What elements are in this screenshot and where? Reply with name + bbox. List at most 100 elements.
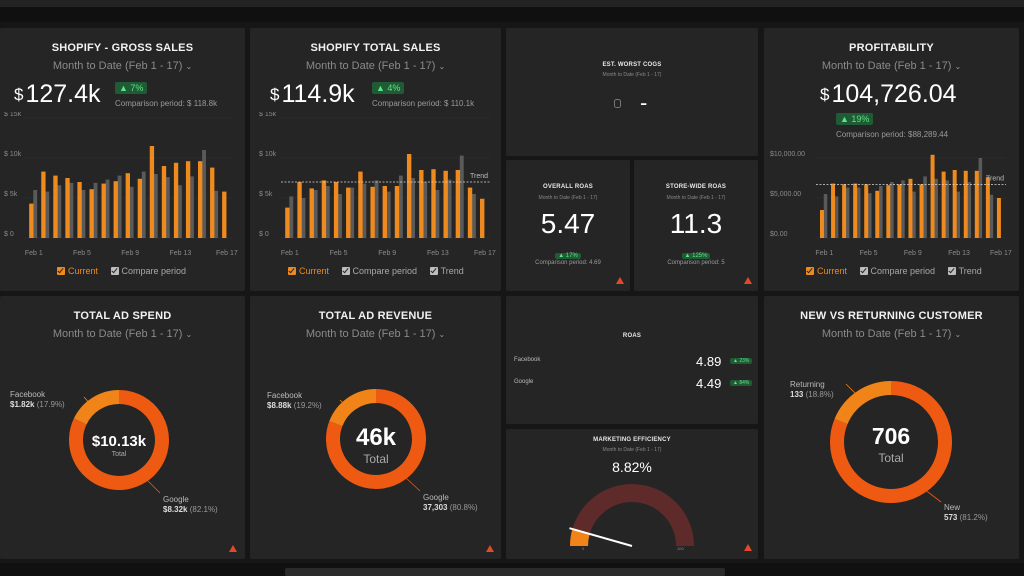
current-bar xyxy=(963,170,968,238)
top-strip xyxy=(0,0,1024,7)
period-selector[interactable]: Month to Date (Feb 1 - 17) ⌄ xyxy=(0,328,245,340)
returning-label: Returning 133 (18.8%) xyxy=(790,380,834,400)
warning-icon[interactable] xyxy=(744,544,752,551)
chart-legend: Current Compare period Trend xyxy=(806,266,992,276)
legend-current[interactable]: Current xyxy=(288,266,329,276)
current-bar xyxy=(952,170,957,238)
segment-pct: (18.8%) xyxy=(805,390,834,399)
segment-value: $1.82k xyxy=(10,400,35,409)
period-label: Month to Date (Feb 1 - 17) xyxy=(666,195,726,201)
checkbox-checked-icon xyxy=(429,267,438,275)
period-label: Month to Date (Feb 1 - 17) xyxy=(602,72,662,78)
row-value: 4.89 xyxy=(696,354,722,369)
period-selector[interactable]: Month to Date (Feb 1 - 17) ⌄ xyxy=(250,328,501,340)
legend-compare[interactable]: Compare period xyxy=(110,266,187,276)
warning-icon[interactable] xyxy=(616,277,624,284)
period-selector[interactable]: Month to Date (Feb 1 - 17) xyxy=(506,72,758,78)
current-bar xyxy=(173,162,179,238)
legend-trend[interactable]: Trend xyxy=(947,266,982,276)
donut-major-segment xyxy=(326,389,426,489)
period-selector[interactable]: Month to Date (Feb 1 - 17) ⌄ xyxy=(250,60,501,72)
compare-bar xyxy=(923,176,927,238)
current-bar xyxy=(930,154,935,238)
compare-bar xyxy=(81,190,86,238)
compare-bar xyxy=(338,194,342,238)
donut-total-label: Total xyxy=(878,451,904,465)
compare-bar xyxy=(989,194,994,238)
period-selector[interactable]: Month to Date (Feb 1 - 17) ⌄ xyxy=(764,328,1019,340)
badge-row: ▲ 125% xyxy=(634,244,758,262)
legend-current[interactable]: Current xyxy=(806,266,847,276)
current-bar xyxy=(65,178,70,238)
compare-bar xyxy=(45,191,50,238)
current-bar xyxy=(309,188,314,238)
warning-icon[interactable] xyxy=(486,545,494,552)
panel-title: OVERALL ROAS xyxy=(543,184,593,190)
new-label: New 573 (81.2%) xyxy=(944,503,988,523)
currency-symbol: $ xyxy=(270,85,280,104)
compare-bar xyxy=(374,180,379,238)
warning-icon[interactable] xyxy=(229,545,237,552)
y-tick-label: $ 10k xyxy=(259,151,277,158)
top-bar xyxy=(0,0,1024,22)
compare-bar xyxy=(423,182,428,238)
gauge-track xyxy=(570,484,694,547)
compare-bar xyxy=(856,187,861,238)
warning-icon[interactable] xyxy=(744,277,752,284)
bottom-strip xyxy=(285,568,725,576)
period-label: Month to Date (Feb 1 - 17) xyxy=(821,328,952,340)
facebook-label: Facebook $1.82k (17.9%) xyxy=(10,390,65,410)
compare-bar xyxy=(350,187,355,238)
roas-row-facebook: Facebook 4.89 ▲ 23% xyxy=(506,354,758,370)
y-tick-label: $ 5k xyxy=(259,191,273,198)
chart-legend: Current Compare period xyxy=(57,266,196,276)
current-bar xyxy=(210,167,215,238)
segment-value: 573 xyxy=(944,513,958,522)
compare-bar xyxy=(834,196,839,238)
compare-bar xyxy=(165,177,170,238)
period-selector[interactable]: Month to Date (Feb 1 - 17) xyxy=(506,195,630,201)
compare-bar xyxy=(386,191,391,238)
period-selector[interactable]: Month to Date (Feb 1 - 17) ⌄ xyxy=(0,60,245,72)
compare-bar xyxy=(117,175,122,238)
legend-compare[interactable]: Compare period xyxy=(341,266,417,276)
period-label: Month to Date (Feb 1 - 17) xyxy=(538,195,598,201)
y-tick-label: $0.00 xyxy=(770,231,788,238)
compare-bar xyxy=(129,186,134,238)
compare-bar xyxy=(69,182,74,238)
compare-bar xyxy=(93,182,98,238)
change-badge: ▲ 7% xyxy=(115,82,148,94)
x-tick-label: Feb 9 xyxy=(378,250,396,257)
current-bar xyxy=(985,177,990,238)
compare-bar xyxy=(967,182,972,238)
panel-title: SHOPIFY - GROSS SALES xyxy=(51,42,194,54)
legend-label: Trend xyxy=(440,266,464,276)
current-bar xyxy=(125,173,130,238)
facebook-label: Facebook $8.88k (19.2%) xyxy=(267,391,322,411)
legend-trend[interactable]: Trend xyxy=(429,266,464,276)
badge-row: ▲ 17% xyxy=(506,244,630,262)
legend-label: Current xyxy=(68,266,99,276)
period-label: Month to Date (Feb 1 - 17) xyxy=(305,328,436,340)
panel-profitability: PROFITABILITY Month to Date (Feb 1 - 17)… xyxy=(764,28,1019,291)
segment-name: Facebook xyxy=(267,391,303,400)
current-bar xyxy=(161,166,167,238)
leader-line xyxy=(339,399,348,408)
kpi-value: 11.3 xyxy=(669,208,723,239)
legend-compare[interactable]: Compare period xyxy=(859,266,935,276)
period-selector[interactable]: Month to Date (Feb 1 - 17) xyxy=(634,195,758,201)
compare-bar xyxy=(435,190,440,238)
leader-line xyxy=(923,488,942,503)
compare-bar xyxy=(978,158,983,238)
legend-current[interactable]: Current xyxy=(57,266,98,276)
period-selector[interactable]: Month to Date (Feb 1 - 17) ⌄ xyxy=(764,60,1019,72)
period-selector[interactable]: Month to Date (Feb 1 - 17) xyxy=(506,447,758,453)
checkbox-checked-icon xyxy=(947,267,956,275)
comparison-text: Comparison period: 5 xyxy=(667,260,725,266)
legend-label: Compare period xyxy=(121,266,187,276)
donut-total-label: Total xyxy=(363,452,389,466)
x-tick-label: Feb 1 xyxy=(281,250,299,257)
segment-name: New xyxy=(944,503,961,512)
period-label: Month to Date (Feb 1 - 17) xyxy=(602,447,662,453)
current-bar xyxy=(853,183,858,238)
